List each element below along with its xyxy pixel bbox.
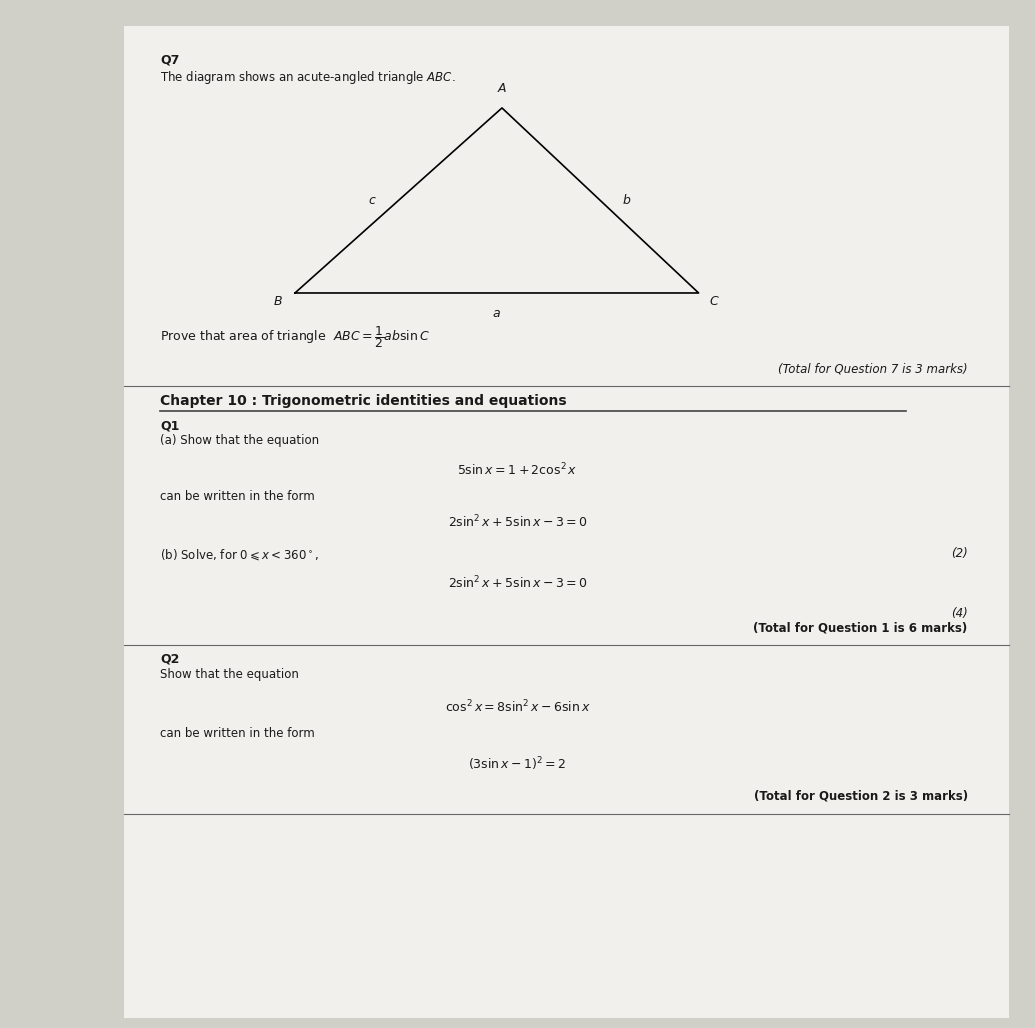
Text: $C$: $C$ bbox=[709, 295, 719, 308]
Text: $B$: $B$ bbox=[273, 295, 283, 308]
Text: $a$: $a$ bbox=[493, 307, 501, 320]
Text: The diagram shows an acute-angled triangle $ABC$.: The diagram shows an acute-angled triang… bbox=[160, 69, 456, 86]
Text: Show that the equation: Show that the equation bbox=[160, 668, 299, 682]
Text: $2 \sin^2 x + 5 \sin x - 3 = 0$: $2 \sin^2 x + 5 \sin x - 3 = 0$ bbox=[447, 514, 588, 530]
Text: $\cos^2 x = 8\sin^2 x - 6\sin x$: $\cos^2 x = 8\sin^2 x - 6\sin x$ bbox=[445, 699, 590, 715]
Text: (Total for Question 1 is 6 marks): (Total for Question 1 is 6 marks) bbox=[753, 622, 968, 635]
Text: $c$: $c$ bbox=[368, 194, 377, 207]
Text: can be written in the form: can be written in the form bbox=[160, 727, 316, 740]
Text: Chapter 10 : Trigonometric identities and equations: Chapter 10 : Trigonometric identities an… bbox=[160, 394, 567, 408]
Text: Q7: Q7 bbox=[160, 53, 180, 67]
Text: can be written in the form: can be written in the form bbox=[160, 490, 316, 504]
Text: (b) Solve, for $0 \leqslant x < 360^\circ$,: (b) Solve, for $0 \leqslant x < 360^\cir… bbox=[160, 547, 320, 562]
FancyBboxPatch shape bbox=[124, 26, 1009, 1018]
Text: (4): (4) bbox=[951, 607, 968, 620]
Text: $2 \sin^2 x + 5 \sin x - 3 = 0$: $2 \sin^2 x + 5 \sin x - 3 = 0$ bbox=[447, 575, 588, 591]
Text: $5 \sin x = 1 + 2 \cos^2 x$: $5 \sin x = 1 + 2 \cos^2 x$ bbox=[457, 462, 578, 478]
Text: $(3\sin x - 1)^2 = 2$: $(3\sin x - 1)^2 = 2$ bbox=[468, 756, 567, 773]
Text: (Total for Question 7 is 3 marks): (Total for Question 7 is 3 marks) bbox=[778, 363, 968, 376]
Text: (2): (2) bbox=[951, 547, 968, 560]
Point bbox=[899, 405, 912, 417]
Text: (a) Show that the equation: (a) Show that the equation bbox=[160, 434, 320, 447]
Text: Prove that area of triangle  $ABC = \dfrac{1}{2}ab\sin C$: Prove that area of triangle $ABC = \dfra… bbox=[160, 324, 431, 350]
Text: (Total for Question 2 is 3 marks): (Total for Question 2 is 3 marks) bbox=[753, 790, 968, 803]
Point bbox=[154, 405, 167, 417]
Text: Q2: Q2 bbox=[160, 653, 180, 666]
Text: Q1: Q1 bbox=[160, 419, 180, 433]
Text: $b$: $b$ bbox=[621, 193, 631, 208]
Text: $A$: $A$ bbox=[497, 81, 507, 95]
